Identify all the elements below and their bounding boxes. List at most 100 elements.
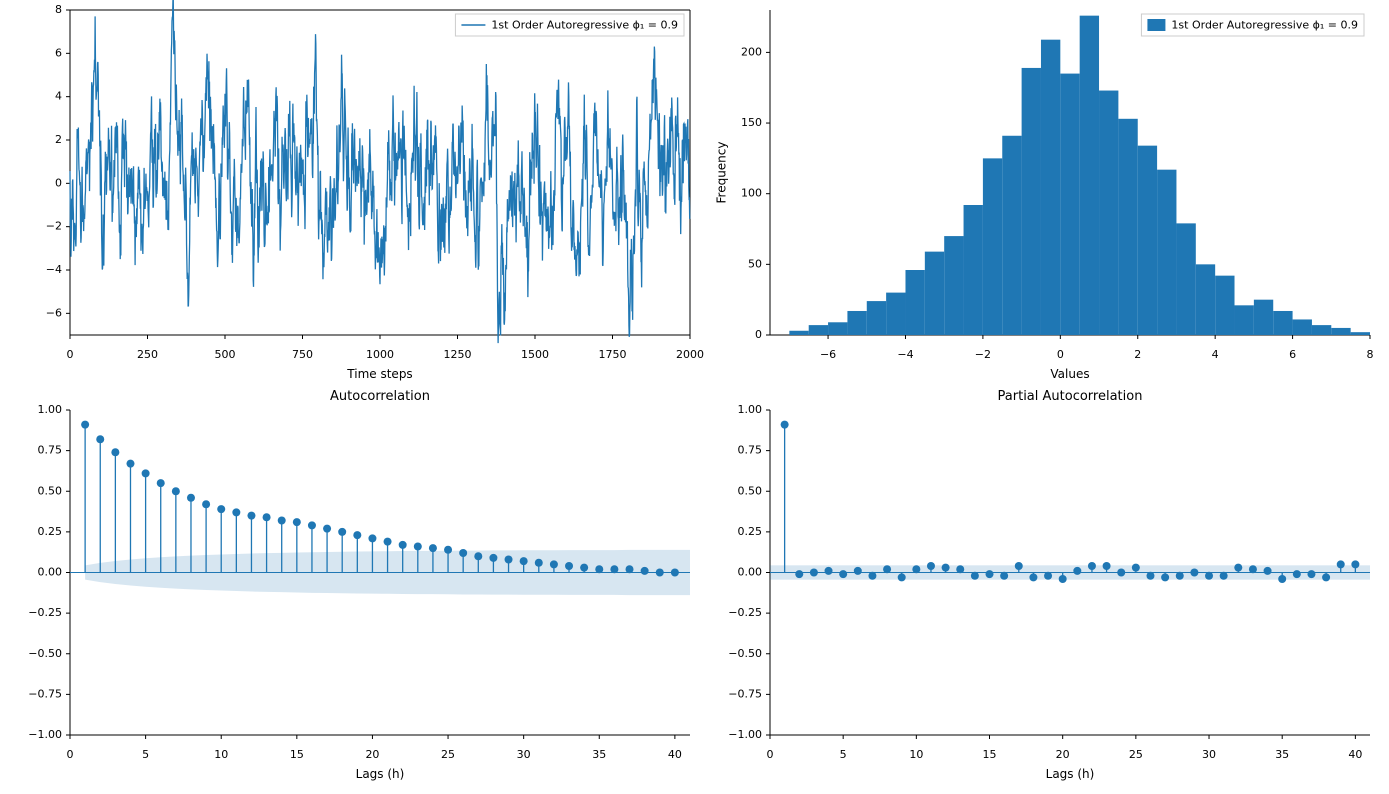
svg-text:1500: 1500 [521, 348, 549, 361]
acf-marker [232, 508, 240, 516]
svg-text:−0.75: −0.75 [728, 687, 762, 700]
hist-bar [944, 236, 963, 335]
timeseries-legend: 1st Order Autoregressive ϕ₁ = 0.9 [455, 14, 684, 36]
svg-text:0: 0 [767, 748, 774, 761]
svg-text:0.50: 0.50 [38, 484, 63, 497]
histogram-legend: 1st Order Autoregressive ϕ₁ = 0.9 [1141, 14, 1364, 36]
hist-bar [925, 252, 944, 335]
pacf-marker [1278, 575, 1286, 583]
pacf-marker [1176, 572, 1184, 580]
svg-text:2: 2 [55, 133, 62, 146]
svg-text:−1.00: −1.00 [728, 728, 762, 741]
hist-bar [1215, 276, 1234, 335]
pacf-marker [1088, 562, 1096, 570]
figure: 025050075010001250150017502000−6−4−20246… [0, 0, 1389, 790]
svg-text:1000: 1000 [366, 348, 394, 361]
pacf-marker [1073, 567, 1081, 575]
acf-marker [338, 528, 346, 536]
pacf-marker [1307, 570, 1315, 578]
svg-text:30: 30 [1202, 748, 1216, 761]
pacf-marker [1029, 573, 1037, 581]
acf-marker [217, 505, 225, 513]
pacf-marker [795, 570, 803, 578]
svg-text:−6: −6 [46, 306, 62, 319]
svg-text:500: 500 [215, 348, 236, 361]
acf-marker [414, 543, 422, 551]
svg-text:4: 4 [55, 90, 62, 103]
hist-bar [1312, 325, 1331, 335]
svg-text:6: 6 [55, 46, 62, 59]
acf-marker [505, 556, 513, 564]
pacf-marker [927, 562, 935, 570]
svg-text:1.00: 1.00 [38, 403, 63, 416]
hist-bar [1080, 16, 1099, 335]
svg-text:200: 200 [741, 45, 762, 58]
svg-text:−6: −6 [820, 348, 836, 361]
svg-text:0.00: 0.00 [38, 566, 63, 579]
acf-panel: 0510152025303540−1.00−0.75−0.50−0.250.00… [28, 389, 690, 781]
svg-text:0: 0 [755, 328, 762, 341]
svg-text:1250: 1250 [444, 348, 472, 361]
svg-text:−4: −4 [46, 263, 62, 276]
svg-text:−2: −2 [975, 348, 991, 361]
acf-marker [157, 479, 165, 487]
pacf-marker [971, 572, 979, 580]
pacf-marker [898, 573, 906, 581]
acf-marker [489, 554, 497, 562]
hist-bar [1196, 264, 1215, 335]
svg-text:−0.25: −0.25 [28, 606, 62, 619]
svg-text:−1.00: −1.00 [28, 728, 62, 741]
hist-bar [1351, 332, 1370, 335]
pacf-marker [1220, 572, 1228, 580]
acf-marker [535, 559, 543, 567]
pacf-marker [1351, 560, 1359, 568]
hist-bar [867, 301, 886, 335]
svg-text:1.00: 1.00 [738, 403, 763, 416]
acf-marker [429, 544, 437, 552]
svg-text:250: 250 [137, 348, 158, 361]
acf-marker [399, 541, 407, 549]
svg-text:0: 0 [1057, 348, 1064, 361]
acf-marker [595, 565, 603, 573]
svg-text:25: 25 [441, 748, 455, 761]
svg-text:15: 15 [290, 748, 304, 761]
svg-text:0: 0 [55, 176, 62, 189]
svg-text:−0.50: −0.50 [728, 647, 762, 660]
svg-text:−0.25: −0.25 [728, 606, 762, 619]
svg-text:150: 150 [741, 116, 762, 129]
svg-text:25: 25 [1129, 748, 1143, 761]
svg-text:8: 8 [55, 3, 62, 16]
acf-marker [384, 538, 392, 546]
svg-text:2000: 2000 [676, 348, 704, 361]
pacf-marker [1190, 569, 1198, 577]
hist-bar [1002, 136, 1021, 335]
svg-text:Frequency: Frequency [715, 142, 729, 204]
acf-marker [474, 552, 482, 560]
acf-marker [172, 487, 180, 495]
svg-text:0.25: 0.25 [738, 525, 763, 538]
acf-marker [308, 521, 316, 529]
svg-text:0: 0 [67, 348, 74, 361]
pacf-marker [1146, 572, 1154, 580]
hist-bar [1331, 328, 1350, 335]
acf-title: Autocorrelation [330, 389, 430, 404]
acf-marker [187, 494, 195, 502]
svg-text:35: 35 [1275, 748, 1289, 761]
acf-marker [126, 460, 134, 468]
pacf-marker [912, 565, 920, 573]
svg-text:10: 10 [909, 748, 923, 761]
svg-text:0: 0 [67, 748, 74, 761]
acf-marker [111, 448, 119, 456]
acf-marker [247, 512, 255, 520]
acf-marker [580, 564, 588, 572]
acf-marker [278, 517, 286, 525]
svg-text:Lags (h): Lags (h) [356, 767, 405, 781]
acf-marker [656, 569, 664, 577]
svg-text:Time steps: Time steps [346, 367, 412, 381]
acf-marker [263, 513, 271, 521]
pacf-marker [883, 565, 891, 573]
acf-marker [459, 549, 467, 557]
acf-marker [202, 500, 210, 508]
hist-bar [847, 311, 866, 335]
hist-bar [886, 293, 905, 335]
